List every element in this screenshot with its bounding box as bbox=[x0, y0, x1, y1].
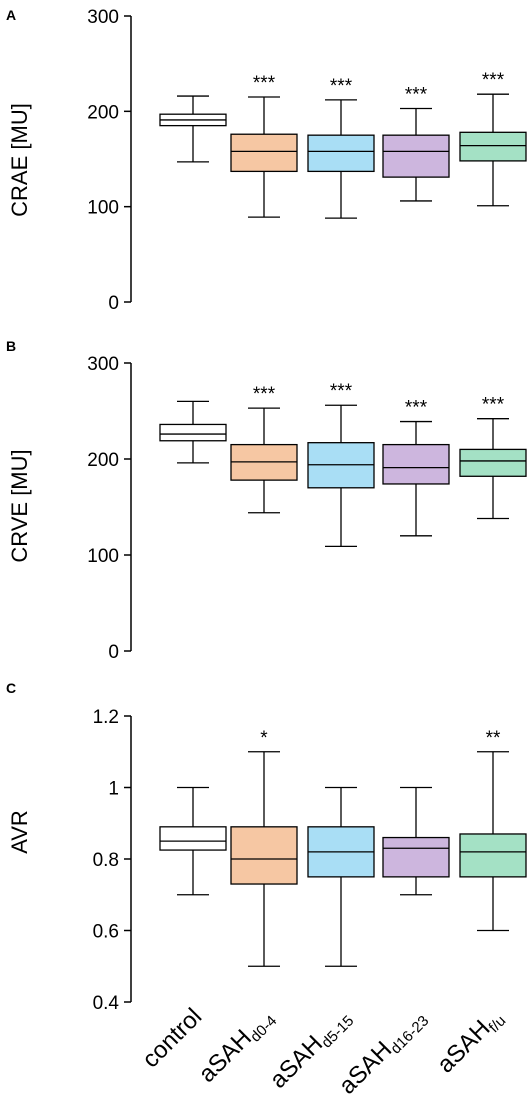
panel-b-crve: B CRVE [MU] 0 100 200 300 *** *** *** *** bbox=[6, 338, 527, 663]
box-3: *** bbox=[307, 381, 375, 548]
significance-marker: *** bbox=[253, 384, 276, 405]
panel-a-crae: A CRAE [MU] 0 100 200 300 *** *** *** *** bbox=[6, 7, 527, 314]
box-5: ** bbox=[459, 728, 527, 932]
x-label-asah-fu: aSAHf/u bbox=[432, 1003, 509, 1080]
box-2: *** bbox=[230, 384, 298, 514]
y-tick-label: 0 bbox=[108, 293, 119, 314]
panel-c-avr: C AVR 0.40.60.811.2* ** bbox=[6, 680, 527, 1014]
box-1 bbox=[159, 786, 227, 896]
y-tick-label: 100 bbox=[87, 546, 119, 567]
significance-marker: *** bbox=[482, 70, 505, 91]
x-label-subscript: d5-15 bbox=[318, 1012, 357, 1051]
box-iqr bbox=[159, 423, 227, 442]
box-5: *** bbox=[459, 70, 527, 207]
significance-marker: *** bbox=[405, 398, 428, 419]
box-iqr bbox=[459, 131, 527, 162]
box-4 bbox=[382, 786, 450, 896]
y-tick-label: 200 bbox=[87, 102, 119, 123]
box-iqr bbox=[382, 443, 450, 485]
y-tick-label: 300 bbox=[87, 7, 119, 28]
box-iqr bbox=[230, 826, 298, 885]
box-1 bbox=[159, 95, 227, 163]
panel-letter-b: B bbox=[6, 338, 16, 354]
significance-marker: ** bbox=[486, 728, 501, 749]
significance-marker: *** bbox=[330, 381, 353, 402]
box-5: *** bbox=[459, 395, 527, 520]
box-iqr bbox=[307, 134, 375, 173]
y-tick-label: 1 bbox=[108, 779, 119, 800]
box-3: *** bbox=[307, 76, 375, 219]
significance-marker: *** bbox=[330, 76, 353, 97]
box-4: *** bbox=[382, 84, 450, 202]
y-tick-label: 100 bbox=[87, 198, 119, 219]
y-axis-label-crve: CRVE [MU] bbox=[7, 449, 32, 562]
y-tick-label: 200 bbox=[87, 450, 119, 471]
box-iqr bbox=[382, 836, 450, 878]
box-2: * bbox=[230, 728, 298, 967]
y-tick-label: 0 bbox=[108, 642, 119, 663]
box-iqr bbox=[159, 826, 227, 851]
y-tick-label: 0.8 bbox=[93, 850, 119, 871]
panel-letter-a: A bbox=[6, 7, 16, 23]
x-label-subscript: d16-23 bbox=[387, 1012, 432, 1057]
y-axis-label-crae: CRAE [MU] bbox=[7, 103, 32, 217]
significance-marker: *** bbox=[405, 84, 428, 105]
box-1 bbox=[159, 400, 227, 464]
y-tick-label: 0.6 bbox=[93, 922, 119, 943]
box-4: *** bbox=[382, 398, 450, 537]
significance-marker: *** bbox=[482, 395, 505, 416]
y-axis-label-avr: AVR bbox=[7, 810, 32, 854]
box-3 bbox=[307, 786, 375, 967]
x-label-control-main: control bbox=[137, 1003, 207, 1073]
box-iqr bbox=[459, 448, 527, 477]
box-iqr bbox=[230, 133, 298, 173]
x-axis-labels: control aSAHd0-4 aSAHd5-15 aSAHd16-23 aS… bbox=[137, 1003, 509, 1099]
y-tick-label: 300 bbox=[87, 354, 119, 375]
y-tick-label: 1.2 bbox=[93, 707, 119, 728]
box-2: *** bbox=[230, 73, 298, 218]
significance-marker: * bbox=[260, 728, 268, 749]
y-tick-label: 0.4 bbox=[93, 993, 120, 1014]
box-iqr bbox=[459, 833, 527, 878]
x-label-control: control bbox=[137, 1003, 207, 1073]
significance-marker: *** bbox=[253, 73, 276, 94]
box-iqr bbox=[382, 134, 450, 178]
panel-letter-c: C bbox=[6, 680, 16, 696]
